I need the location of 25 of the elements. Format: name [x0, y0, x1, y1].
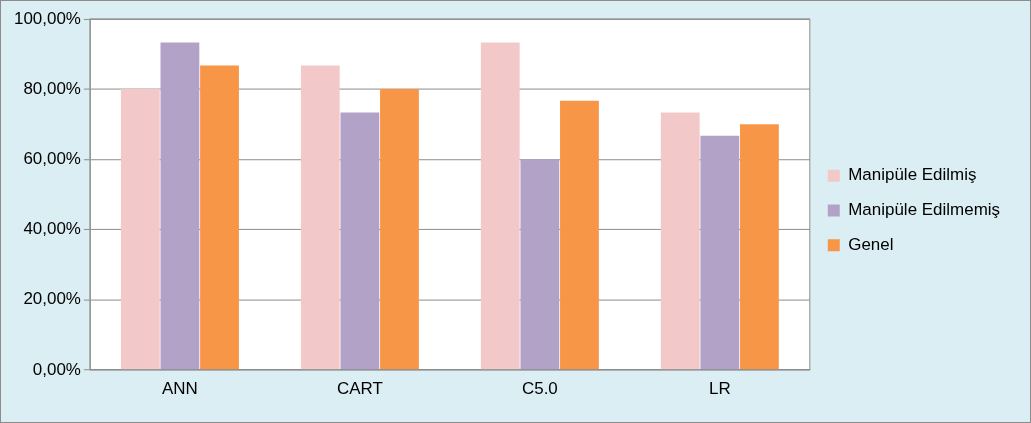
legend-label: Manipüle Edilmiş	[848, 165, 977, 185]
x-tick-label: CART	[336, 378, 383, 398]
bar	[520, 159, 560, 370]
y-tick-label: 0,00%	[32, 359, 81, 379]
x-tick-label: C5.0	[521, 378, 558, 398]
y-tick-label: 60,00%	[23, 148, 81, 168]
bar	[200, 65, 239, 370]
legend-label: Genel	[848, 235, 894, 254]
bar	[340, 112, 380, 370]
x-tick-label: LR	[708, 378, 731, 398]
y-tick-label: 100,00%	[13, 8, 81, 28]
bar	[300, 65, 340, 370]
bar	[660, 112, 700, 370]
bar	[480, 42, 520, 370]
bar	[700, 135, 740, 370]
x-tick-label: ANN	[162, 378, 198, 398]
legend-label: Manipüle Edilmemiş	[848, 200, 1001, 220]
bar	[380, 89, 419, 370]
bar	[740, 124, 779, 370]
bar	[560, 100, 599, 370]
y-tick-label: 80,00%	[23, 78, 81, 98]
y-tick-label: 40,00%	[23, 219, 81, 239]
bar	[120, 89, 160, 370]
bar	[160, 42, 200, 370]
y-tick-label: 20,00%	[23, 289, 81, 309]
